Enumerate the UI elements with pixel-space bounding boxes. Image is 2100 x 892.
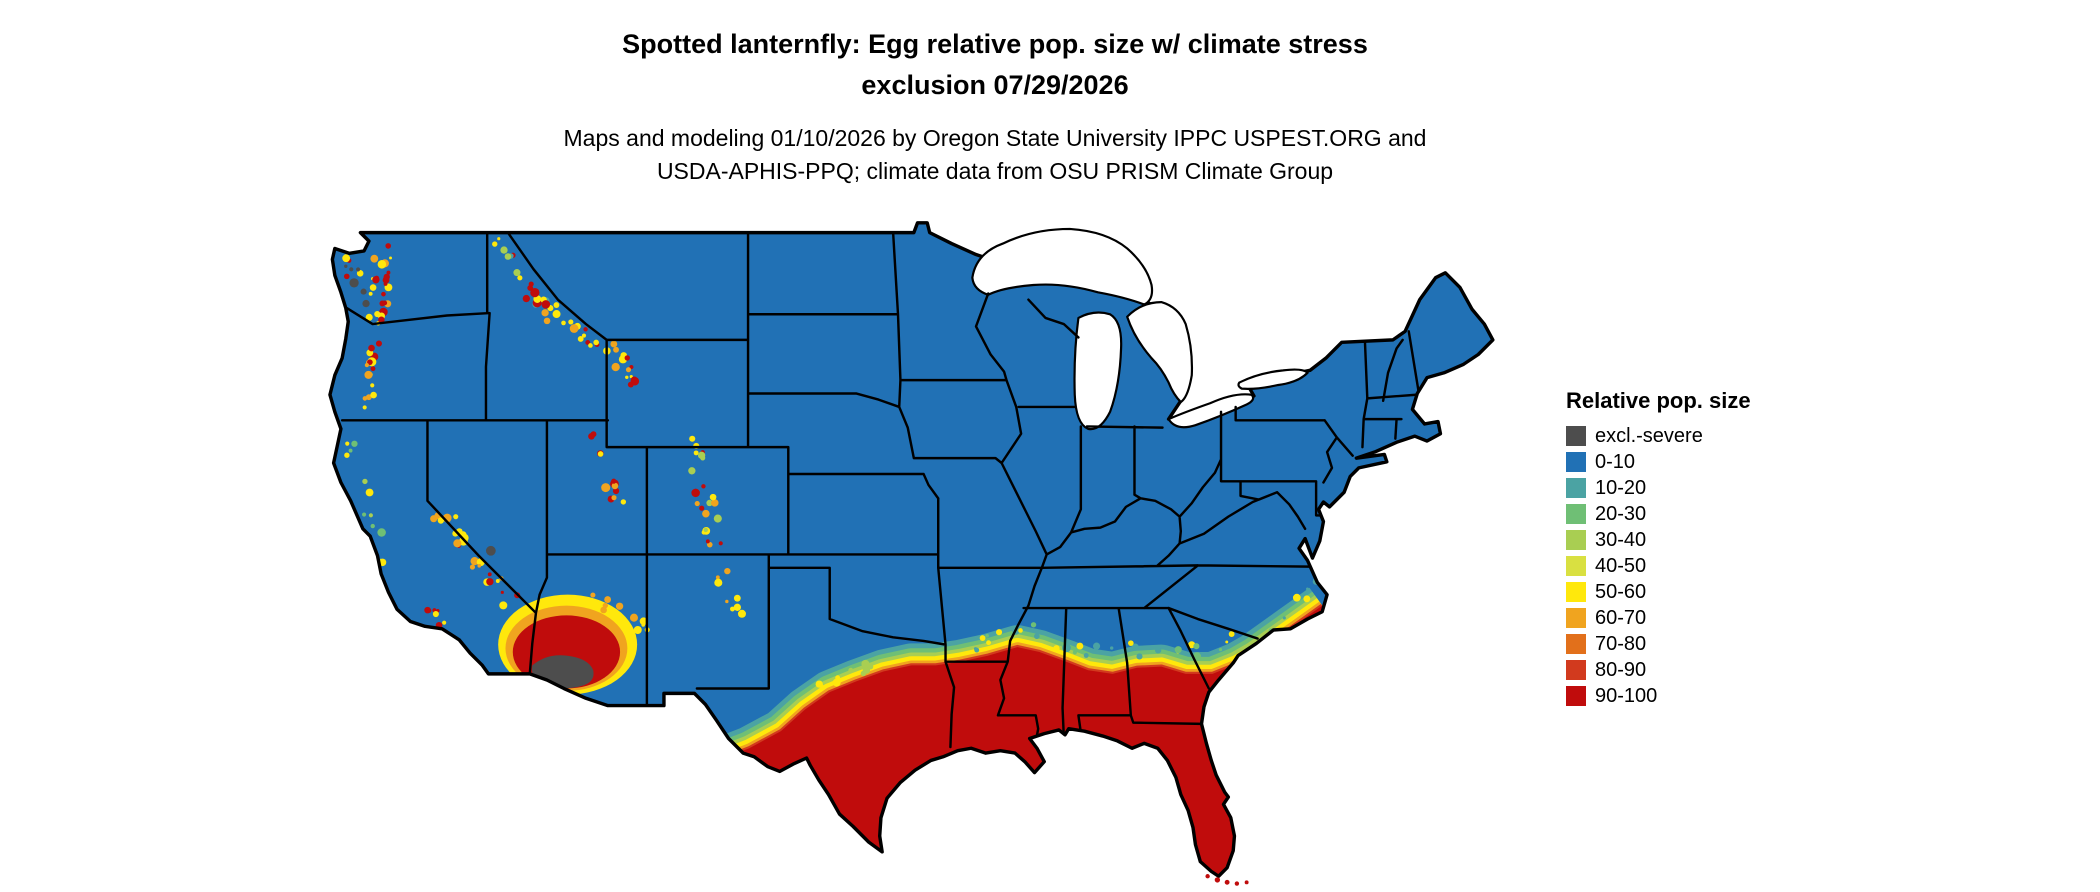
legend-item-label: 80-90: [1595, 659, 1647, 681]
legend-swatch: [1566, 634, 1586, 654]
legend-item-label: excl.-severe: [1595, 425, 1703, 447]
legend-item: 80-90: [1566, 657, 1751, 683]
lake-michigan: [1073, 311, 1123, 431]
header: Spotted lanternfly: Egg relative pop. si…: [0, 24, 1990, 188]
legend-item-label: 60-70: [1595, 607, 1647, 629]
legend-item: 20-30: [1566, 501, 1751, 527]
legend-swatch: [1566, 426, 1586, 446]
legend-item-label: 70-80: [1595, 633, 1647, 655]
legend-swatch: [1566, 478, 1586, 498]
legend-item-label: 10-20: [1595, 477, 1647, 499]
legend-swatch: [1566, 686, 1586, 706]
legend-item: 0-10: [1566, 449, 1751, 475]
great-lakes: [971, 227, 1309, 431]
legend-swatch: [1566, 452, 1586, 472]
legend-swatch: [1566, 556, 1586, 576]
legend-swatch: [1566, 504, 1586, 524]
desert-severe-spot: [485, 545, 496, 556]
lake-erie: [1167, 393, 1255, 429]
legend-item-label: 90-100: [1595, 685, 1658, 707]
legend-swatch: [1566, 530, 1586, 550]
legend-item-label: 50-60: [1595, 581, 1647, 603]
legend-item-label: 40-50: [1595, 555, 1647, 577]
legend-item: 70-80: [1566, 631, 1751, 657]
legend-item: 40-50: [1566, 553, 1751, 579]
florida-keys: [1205, 874, 1249, 886]
legend: Relative pop. size excl.-severe 0-10 10-…: [1566, 388, 1751, 709]
us-map: [308, 202, 1527, 891]
legend-item: 60-70: [1566, 605, 1751, 631]
legend-item: 10-20: [1566, 475, 1751, 501]
map-subtitle-line2: USDA-APHIS-PPQ; climate data from OSU PR…: [656, 158, 1334, 184]
legend-swatch: [1566, 582, 1586, 602]
map-subtitle-line1: Maps and modeling 01/10/2026 by Oregon S…: [563, 125, 1427, 151]
legend-item-label: 30-40: [1595, 529, 1647, 551]
legend-item: 50-60: [1566, 579, 1751, 605]
legend-swatch: [1566, 660, 1586, 680]
legend-items: excl.-severe 0-10 10-20 20-30 30-40 40-5…: [1566, 423, 1751, 709]
legend-item: 90-100: [1566, 683, 1751, 709]
map-title-line1: Spotted lanternfly: Egg relative pop. si…: [622, 29, 1368, 59]
legend-title: Relative pop. size: [1566, 388, 1751, 413]
lake-ontario: [1237, 368, 1309, 390]
legend-item: 30-40: [1566, 527, 1751, 553]
us-landmass: [329, 222, 1493, 877]
legend-item-label: 0-10: [1595, 451, 1636, 473]
lake-superior: [971, 227, 1154, 306]
lake-huron: [1126, 300, 1194, 404]
legend-swatch: [1566, 608, 1586, 628]
legend-item-label: 20-30: [1595, 503, 1647, 525]
state-boundaries: [340, 231, 1420, 749]
us-map-svg: [328, 221, 1495, 886]
legend-item: excl.-severe: [1566, 423, 1751, 449]
map-title-line2: exclusion 07/29/2026: [861, 70, 1129, 100]
